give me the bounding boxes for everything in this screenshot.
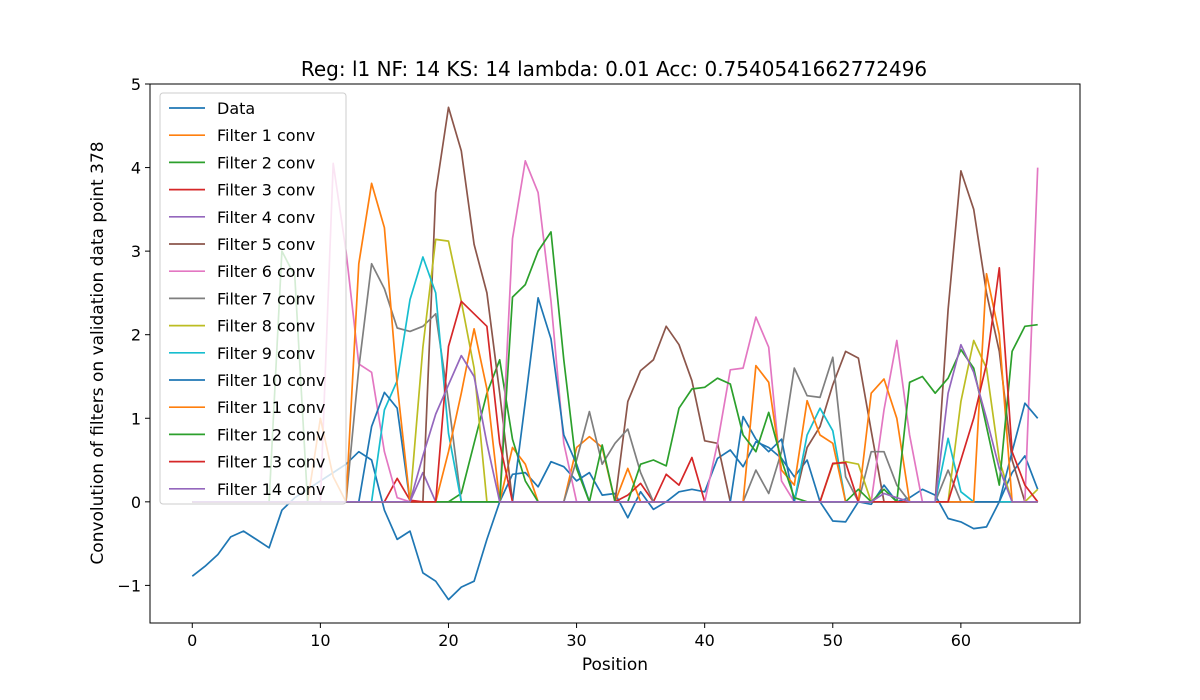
y-tick-label: 3 (131, 242, 141, 261)
legend-label-12: Filter 11 conv (217, 398, 325, 417)
legend-box (159, 92, 347, 505)
x-tick-label: 60 (951, 631, 971, 650)
y-tick-label: −1 (117, 576, 141, 595)
x-tick-label: 40 (694, 631, 714, 650)
y-tick-label: 1 (131, 409, 141, 428)
x-tick-label: 10 (310, 631, 330, 650)
legend-label-15: Filter 14 conv (217, 480, 325, 499)
y-tick-label: 4 (131, 159, 141, 178)
legend: Data Filter 1 conv Filter 2 conv Filter 3 c… (159, 92, 347, 505)
legend-label-14: Filter 13 conv (217, 453, 325, 472)
y-tick-label: 0 (131, 493, 141, 512)
legend-label-6: Filter 5 conv (217, 235, 315, 254)
x-tick-label: 0 (187, 631, 197, 650)
legend-label-10: Filter 9 conv (217, 344, 315, 363)
legend-label-8: Filter 7 conv (217, 289, 315, 308)
legend-label-9: Filter 8 conv (217, 317, 315, 336)
y-axis-label: Convolution of filters on validation dat… (88, 141, 108, 564)
axes-frame (149, 83, 1081, 624)
y-tick-label: 5 (131, 75, 141, 94)
x-tick-label: 50 (823, 631, 843, 650)
legend-label-3: Filter 2 conv (217, 153, 315, 172)
legend-label-4: Filter 3 conv (217, 181, 315, 200)
legend-label-7: Filter 6 conv (217, 262, 315, 281)
x-axis-label: Position (582, 655, 648, 675)
legend-label-11: Filter 10 conv (217, 371, 325, 390)
x-tick-label: 30 (566, 631, 586, 650)
y-tick-label: 2 (131, 326, 141, 345)
x-tick-label: 20 (438, 631, 458, 650)
legend-label-5: Filter 4 conv (217, 208, 315, 227)
legend-label-1: Data (217, 99, 255, 118)
legend-label-2: Filter 1 conv (217, 126, 315, 145)
legend-label-13: Filter 12 conv (217, 425, 325, 444)
chart-title: Reg: l1 NF: 14 KS: 14 lambda: 0.01 Acc: … (301, 57, 927, 81)
